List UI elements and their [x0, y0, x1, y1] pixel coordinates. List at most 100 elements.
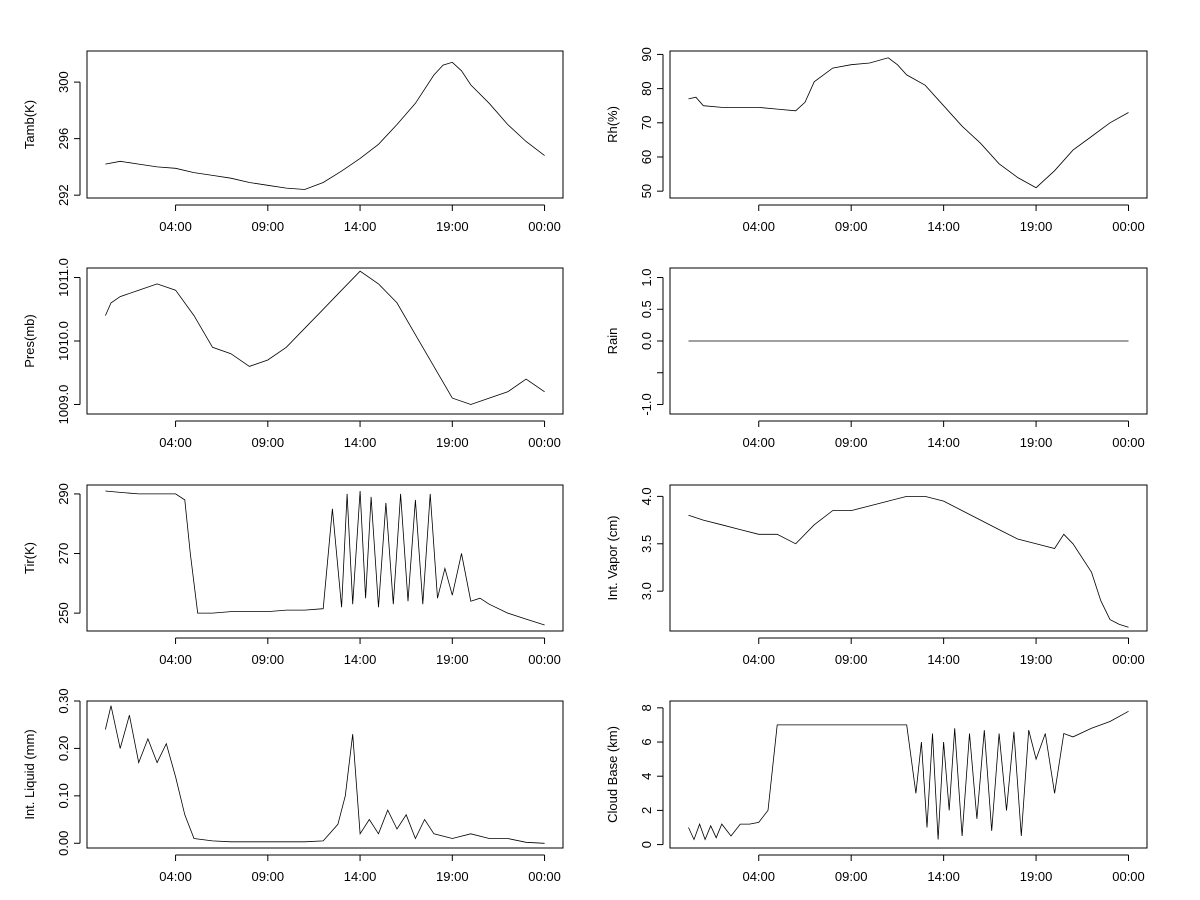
series-line — [105, 61, 545, 190]
y-axis-label: Rain — [605, 328, 620, 355]
x-tick-label: 14:00 — [344, 652, 377, 667]
x-tick-label: 09:00 — [252, 869, 285, 884]
x-tick-label: 04:00 — [742, 652, 775, 667]
y-tick-label: 4 — [639, 773, 654, 780]
x-tick-label: 19:00 — [436, 652, 469, 667]
plot-frame — [86, 267, 564, 415]
plot-frame — [86, 484, 564, 632]
y-axis-label: Cloud Base (km) — [605, 726, 620, 823]
x-tick-label: 04:00 — [742, 869, 775, 884]
panel-3: 04:00 09:00 14:00 19:00 00:00 1009.0 1010.0 101… — [22, 258, 564, 450]
y-axis-label: Tir(K) — [22, 542, 37, 574]
plot-frame — [669, 50, 1148, 199]
x-tick-label: 09:00 — [252, 435, 285, 450]
x-tick-label: 19:00 — [436, 219, 469, 234]
y-tick-label: 1011.0 — [56, 258, 71, 297]
x-tick-label: 14:00 — [927, 435, 960, 450]
panel-7: 04:00 09:00 14:00 19:00 00:00 0.00 0.10 0.20 0.3… — [22, 688, 564, 884]
x-tick-label: 19:00 — [1020, 652, 1053, 667]
y-tick-label: -1.0 — [639, 393, 654, 415]
y-tick-label: 60 — [639, 150, 654, 164]
x-tick-label: 00:00 — [528, 435, 561, 450]
plot-frame — [669, 484, 1148, 632]
series-line — [688, 57, 1129, 189]
y-axis-label: Int. Liquid (mm) — [22, 729, 37, 819]
x-tick-label: 14:00 — [344, 435, 377, 450]
x-tick-label: 04:00 — [159, 652, 192, 667]
panel-8: 04:00 09:00 14:00 19:00 00:00 0 2 4 6 8 Cloud Base… — [605, 700, 1148, 884]
x-tick-label: 04:00 — [742, 219, 775, 234]
x-tick-label: 19:00 — [1020, 219, 1053, 234]
x-tick-label: 14:00 — [344, 219, 377, 234]
x-tick-label: 14:00 — [927, 652, 960, 667]
x-tick-label: 14:00 — [344, 869, 377, 884]
x-tick-label: 00:00 — [1112, 435, 1145, 450]
y-tick-label: 90 — [639, 47, 654, 61]
series-line — [105, 705, 545, 844]
plot-frame — [669, 267, 1148, 415]
x-tick-label: 14:00 — [927, 869, 960, 884]
y-tick-label: 6 — [639, 738, 654, 745]
x-tick-label: 19:00 — [1020, 435, 1053, 450]
y-tick-label: 1.0 — [639, 268, 654, 286]
y-tick-label: 1010.0 — [56, 321, 71, 361]
plot-frame — [669, 700, 1148, 849]
y-axis-label: Rh(%) — [605, 106, 620, 143]
series-line — [688, 710, 1129, 841]
y-tick-label: 292 — [56, 184, 71, 206]
y-tick-label: 0.30 — [56, 688, 71, 713]
x-tick-label: 19:00 — [436, 869, 469, 884]
x-tick-label: 00:00 — [528, 869, 561, 884]
panel-2: 04:00 09:00 14:00 19:00 00:00 50 60 70 80 90 Rh(%) — [605, 47, 1148, 234]
x-tick-label: 09:00 — [252, 219, 285, 234]
y-axis-label: Tamb(K) — [22, 100, 37, 149]
y-tick-label: 3.5 — [639, 535, 654, 553]
y-tick-label: 2 — [639, 807, 654, 814]
x-tick-label: 04:00 — [742, 435, 775, 450]
y-tick-label: 4.0 — [639, 487, 654, 505]
series-line — [105, 270, 545, 405]
x-tick-label: 00:00 — [528, 652, 561, 667]
y-tick-label: 296 — [56, 128, 71, 150]
y-tick-label: 50 — [639, 184, 654, 198]
x-tick-label: 00:00 — [1112, 219, 1145, 234]
y-axis-label: Int. Vapor (cm) — [605, 515, 620, 600]
y-tick-label: 300 — [56, 71, 71, 93]
y-tick-label: 0.20 — [56, 736, 71, 761]
x-tick-label: 00:00 — [528, 219, 561, 234]
y-tick-label: 3.0 — [639, 582, 654, 600]
x-tick-label: 09:00 — [835, 219, 868, 234]
x-tick-label: 19:00 — [436, 435, 469, 450]
y-tick-label: 250 — [56, 602, 71, 624]
y-tick-label: 0.10 — [56, 783, 71, 808]
series-line — [105, 490, 545, 626]
y-tick-label: 1009.0 — [56, 385, 71, 425]
x-tick-label: 00:00 — [1112, 652, 1145, 667]
y-tick-label: 0.00 — [56, 831, 71, 856]
x-tick-label: 14:00 — [927, 219, 960, 234]
x-tick-label: 09:00 — [835, 435, 868, 450]
plot-frame — [86, 700, 564, 849]
x-tick-label: 04:00 — [159, 869, 192, 884]
y-tick-label: 70 — [639, 116, 654, 130]
x-tick-label: 00:00 — [1112, 869, 1145, 884]
y-axis-label: Pres(mb) — [22, 314, 37, 367]
y-tick-label: 8 — [639, 704, 654, 711]
y-tick-label: 0.5 — [639, 300, 654, 318]
panel-6: 04:00 09:00 14:00 19:00 00:00 3.0 3.5 4.0 Int. V… — [605, 484, 1148, 667]
series-line — [688, 495, 1129, 628]
x-tick-label: 09:00 — [835, 652, 868, 667]
panel-4: 04:00 09:00 14:00 19:00 00:00 -1.0 0.0 0.5 1.0 Ra… — [605, 267, 1148, 450]
y-tick-label: 0.0 — [639, 332, 654, 350]
y-tick-label: 270 — [56, 543, 71, 565]
y-tick-label: 0 — [639, 841, 654, 848]
x-tick-label: 19:00 — [1020, 869, 1053, 884]
panel-1: 04:00 09:00 14:00 19:00 00:00 292 296 300 Tamb(K… — [22, 50, 564, 234]
x-tick-label: 04:00 — [159, 219, 192, 234]
plot-frame — [86, 50, 564, 199]
x-tick-label: 04:00 — [159, 435, 192, 450]
panel-5: 04:00 09:00 14:00 19:00 00:00 250 270 290 Tir(K) — [22, 483, 564, 667]
x-tick-label: 09:00 — [252, 652, 285, 667]
y-tick-label: 290 — [56, 483, 71, 505]
